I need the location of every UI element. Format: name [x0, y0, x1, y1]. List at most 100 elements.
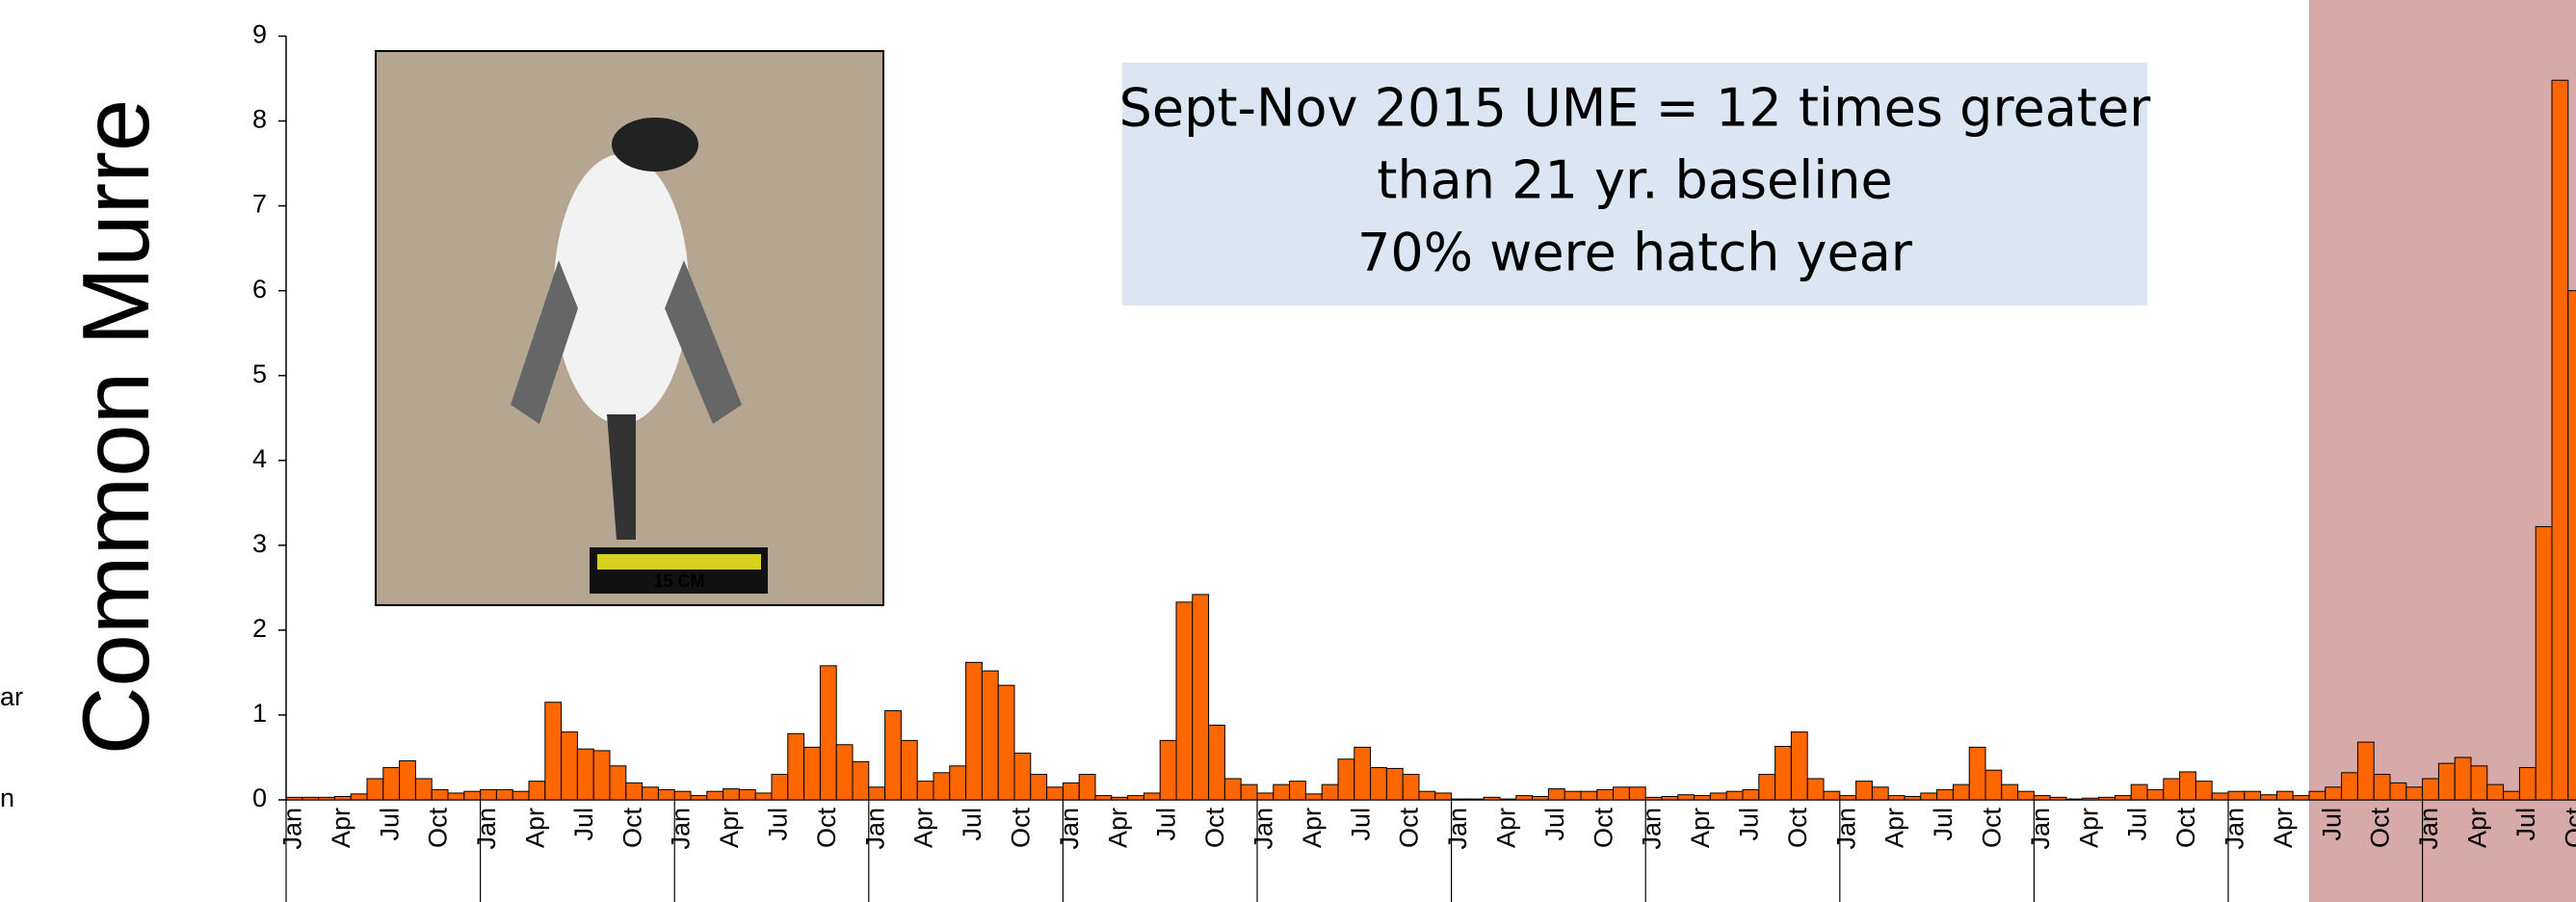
bar	[1289, 781, 1306, 801]
bar	[1580, 790, 1598, 801]
x-tick-label: Apr	[1880, 808, 1909, 848]
bar	[2292, 795, 2310, 801]
x-tick-label: Jan	[1443, 808, 1472, 850]
bar	[933, 772, 951, 801]
bar	[1013, 753, 1032, 801]
bar	[1337, 758, 1355, 801]
y-tick-label: 3	[252, 529, 267, 558]
bar	[642, 786, 659, 801]
bar	[2437, 762, 2456, 801]
bar	[1451, 798, 1468, 801]
bar	[2503, 790, 2520, 801]
bar	[1499, 798, 1517, 801]
x-tick-label: Apr	[521, 808, 550, 848]
bar	[463, 790, 482, 801]
bar	[333, 795, 352, 801]
bar	[1192, 594, 1210, 801]
annotation: than 21 yr. baseline	[1377, 150, 1892, 211]
bar	[981, 670, 999, 801]
bar	[1208, 725, 1225, 801]
bar	[2195, 781, 2213, 801]
bar	[285, 796, 303, 801]
bar	[1823, 790, 1841, 801]
x-tick-label: Oct	[2171, 808, 2200, 849]
bar	[754, 792, 773, 801]
bar	[1127, 795, 1144, 801]
bar	[1596, 788, 1615, 801]
bar	[1111, 796, 1129, 801]
bar	[1418, 790, 1436, 801]
y-tick-label: 7	[252, 190, 267, 219]
bar	[2244, 790, 2262, 801]
bar	[1628, 786, 1646, 801]
bar	[2373, 774, 2391, 801]
bar	[2567, 290, 2576, 801]
bar	[2163, 778, 2181, 801]
x-tick-label: Jul	[1540, 808, 1569, 841]
x-tick-label: Jan	[2414, 808, 2443, 850]
bar	[852, 760, 870, 801]
bar	[738, 788, 756, 801]
y-tick-label: 8	[252, 105, 267, 134]
bar	[447, 792, 465, 801]
bar	[1402, 774, 1420, 801]
bar	[1920, 792, 1938, 801]
y-tick-label: 1	[252, 699, 267, 728]
bar	[1354, 746, 1372, 801]
bar	[1644, 796, 1663, 801]
x-tick-label: Jan	[1249, 808, 1278, 850]
x-tick-label: Apr	[1103, 808, 1132, 848]
x-tick-label: Jul	[569, 808, 598, 841]
x-tick-label: Apr	[327, 808, 355, 848]
photo-scale-label: 15 CM	[653, 571, 704, 591]
bar	[1725, 790, 1744, 801]
x-tick-label: Oct	[2366, 808, 2395, 849]
bar	[1936, 788, 1954, 801]
bar	[609, 765, 627, 801]
bar	[1094, 795, 1113, 801]
bar	[1256, 792, 1275, 801]
bar	[2130, 783, 2148, 801]
bar	[1223, 778, 1242, 801]
bar	[673, 790, 692, 801]
bar	[2486, 783, 2505, 801]
bar	[657, 788, 675, 801]
bar	[1855, 781, 1873, 801]
bar	[1273, 783, 1291, 801]
x-tick-label: Jul	[1735, 808, 1764, 841]
bar	[431, 788, 449, 801]
bar	[803, 746, 821, 801]
bar	[819, 665, 837, 801]
x-tick-label: Jan	[2221, 808, 2249, 850]
bar	[1483, 796, 1501, 801]
bar	[835, 744, 854, 801]
bar	[1030, 774, 1048, 801]
bar	[2001, 783, 2019, 801]
bar	[1968, 746, 1986, 801]
bar	[1532, 795, 1549, 801]
x-tick-label: Jul	[2317, 808, 2346, 841]
y-tick-label: 0	[252, 783, 267, 812]
bar	[2227, 790, 2246, 801]
bar	[2551, 79, 2569, 801]
bar	[1564, 790, 1582, 801]
bar	[2405, 786, 2424, 801]
bar	[1709, 792, 1727, 801]
bar	[2033, 795, 2051, 801]
bar	[900, 739, 918, 801]
bar	[1661, 795, 1679, 801]
x-tick-label: Apr	[1492, 808, 1521, 848]
bar	[2454, 756, 2472, 801]
y-tick-label: 6	[252, 275, 267, 304]
highlight-region	[2309, 0, 2576, 902]
bar	[2049, 796, 2067, 801]
bar	[2518, 767, 2537, 801]
y-tick-label: 4	[252, 444, 267, 473]
bar	[868, 786, 886, 801]
x-tick-label: Jan	[278, 808, 307, 850]
fragment: ar	[0, 682, 23, 711]
bar	[1985, 769, 2003, 801]
bar	[382, 767, 401, 801]
bar	[2275, 790, 2294, 801]
